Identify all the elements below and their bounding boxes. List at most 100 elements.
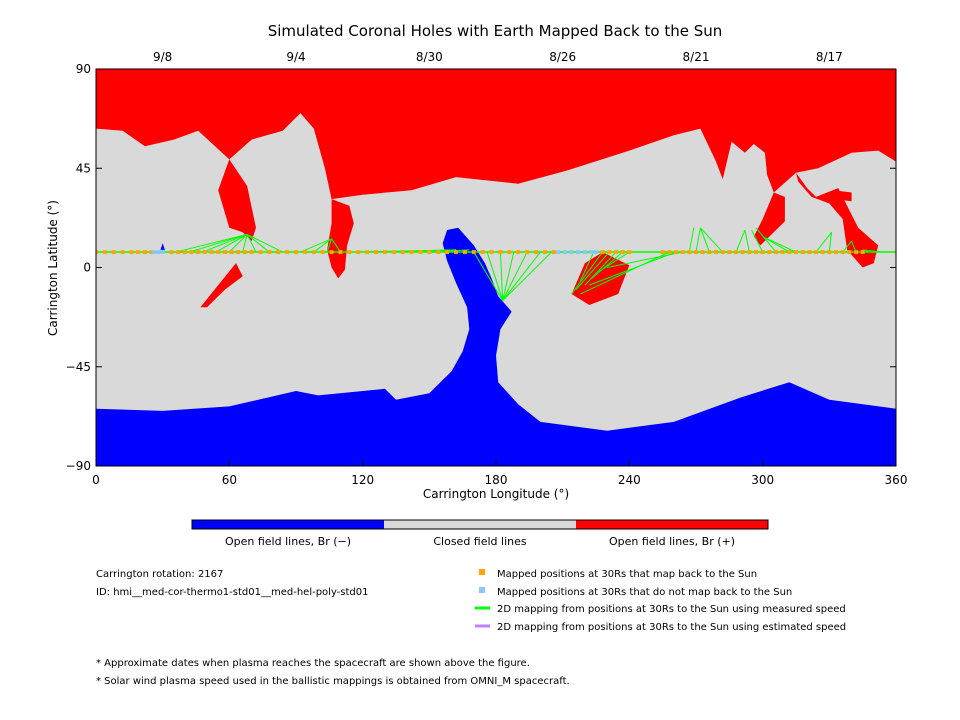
mapped-position-marker: [462, 250, 467, 255]
mapped-position-marker: [320, 250, 325, 255]
y-tick-label: −45: [66, 360, 91, 374]
mapping-line-measured: [580, 251, 670, 295]
chart-title: Simulated Coronal Holes with Earth Mappe…: [268, 22, 723, 40]
y-axis-ticks: −90 −45 0 45 90: [66, 62, 896, 473]
mapped-position-marker: [338, 250, 343, 255]
colorbar-label-open-negative: Open field lines, Br (−): [225, 535, 351, 548]
mapped-position-marker: [480, 250, 485, 255]
mapped-position-marker: [840, 250, 845, 255]
colorbar-label-closed: Closed field lines: [433, 535, 527, 548]
mapped-position-marker: [720, 250, 725, 255]
mapping-line-measured: [575, 251, 610, 290]
y-tick-label: −90: [66, 459, 91, 473]
x-tick-label: 180: [485, 473, 508, 487]
mapped-position-marker: [400, 250, 405, 255]
mapped-position-marker: [614, 250, 618, 255]
mapped-position-marker: [142, 250, 147, 255]
legend-marker-not-mapped-back: [479, 587, 485, 593]
legend-label-mapped-back: Mapped positions at 30Rs that map back t…: [497, 569, 757, 580]
region-polygon: [200, 263, 243, 308]
mapping-line-measured: [502, 251, 552, 301]
mapping-line-measured: [246, 234, 270, 253]
colorbar-open-positive: [576, 520, 768, 529]
region-polygon: [218, 159, 256, 241]
mapping-line-measured: [589, 251, 677, 286]
colorbar-frame: [191, 519, 769, 530]
mapping-line-measured: [202, 233, 248, 253]
mapping-line-measured: [246, 233, 283, 253]
mapped-position-marker: [436, 250, 441, 255]
region-polygon: [96, 69, 896, 200]
mapped-position-marker: [391, 250, 396, 255]
mapping-line-measured: [502, 251, 528, 301]
mapped-position-marker: [525, 250, 530, 255]
mapping-line-measured: [744, 229, 750, 253]
mapped-position-marker: [236, 250, 241, 255]
y-axis-label: Carrington Latitude (°): [46, 200, 60, 336]
mapped-position-marker: [418, 250, 423, 255]
top-date-label: 9/4: [286, 50, 305, 64]
mapping-line-measured: [502, 251, 541, 301]
unmapped-position-marker: [562, 250, 567, 255]
mapped-position-marker: [302, 250, 307, 255]
mapped-position-marker: [249, 250, 254, 255]
mapped-position-marker: [820, 250, 825, 255]
unmapped-position-marker: [569, 250, 574, 255]
top-date-label: 9/8: [153, 50, 172, 64]
mapping-line-measured: [607, 251, 683, 268]
mapped-position-marker: [660, 250, 665, 255]
mapped-position-marker: [471, 250, 476, 255]
colorbar: Open field lines, Br (−) Closed field li…: [191, 519, 769, 548]
y-tick-label: 45: [76, 161, 91, 175]
mapped-position-marker: [627, 250, 632, 255]
colorbar-open-negative: [192, 520, 384, 529]
mapped-position-marker: [814, 250, 818, 255]
mapping-line-measured: [699, 227, 710, 253]
mapped-position-marker: [740, 250, 745, 255]
legend: Mapped positions at 30Rs that map back t…: [475, 569, 846, 633]
mapped-position-marker: [707, 250, 712, 255]
mapping-line-measured: [828, 232, 833, 253]
mapped-position-marker: [242, 250, 247, 255]
mapping-line-measured: [246, 234, 257, 253]
mapped-position-marker: [129, 250, 134, 255]
mapping-line-measured: [571, 251, 604, 295]
mapping-line-measured: [331, 238, 341, 253]
mapped-position-markers: [96, 250, 865, 255]
mapped-position-marker: [216, 250, 221, 255]
mapping-line-measured: [326, 238, 333, 253]
mapped-position-marker: [834, 250, 838, 255]
mapped-position-marker: [209, 250, 214, 255]
region-polygon: [833, 190, 852, 202]
mapped-position-marker: [780, 250, 785, 255]
mapping-line-measured: [695, 227, 701, 253]
mapped-position-marker: [374, 250, 378, 255]
mapped-position-marker: [694, 250, 698, 255]
top-date-label: 8/17: [816, 50, 843, 64]
region-polygon: [753, 192, 785, 246]
model-id-text: ID: hmi__med-cor-thermo1-std01__med-hel-…: [96, 587, 369, 598]
mapped-position-marker: [754, 250, 758, 255]
unmapped-position-marker: [594, 250, 598, 255]
mapping-line-measured: [751, 229, 764, 253]
mapping-line-measured: [579, 251, 595, 281]
mapped-position-marker: [542, 250, 547, 255]
carrington-rotation-text: Carrington rotation: 2167: [96, 569, 223, 580]
mapped-position-marker: [356, 250, 361, 255]
mapped-position-marker: [674, 250, 678, 255]
mapping-line-measured: [499, 252, 504, 301]
legend-marker-mapped-back: [479, 569, 485, 575]
mapped-position-marker: [329, 250, 334, 255]
footnote-dates: * Approximate dates when plasma reaches …: [96, 658, 530, 669]
x-tick-label: 60: [222, 473, 237, 487]
top-date-axis: 9/8 9/4 8/30 8/26 8/21 8/17: [153, 50, 843, 75]
mapped-position-marker: [382, 250, 387, 255]
mapped-position-marker: [267, 250, 272, 255]
mapping-line-measured: [502, 251, 515, 301]
mapped-position-marker: [189, 250, 194, 255]
mapped-position-marker: [196, 250, 201, 255]
mapped-position-marker: [680, 250, 685, 255]
mapped-position-marker: [102, 250, 107, 255]
mapping-line-measured: [688, 227, 695, 253]
mapped-position-marker: [551, 250, 556, 255]
